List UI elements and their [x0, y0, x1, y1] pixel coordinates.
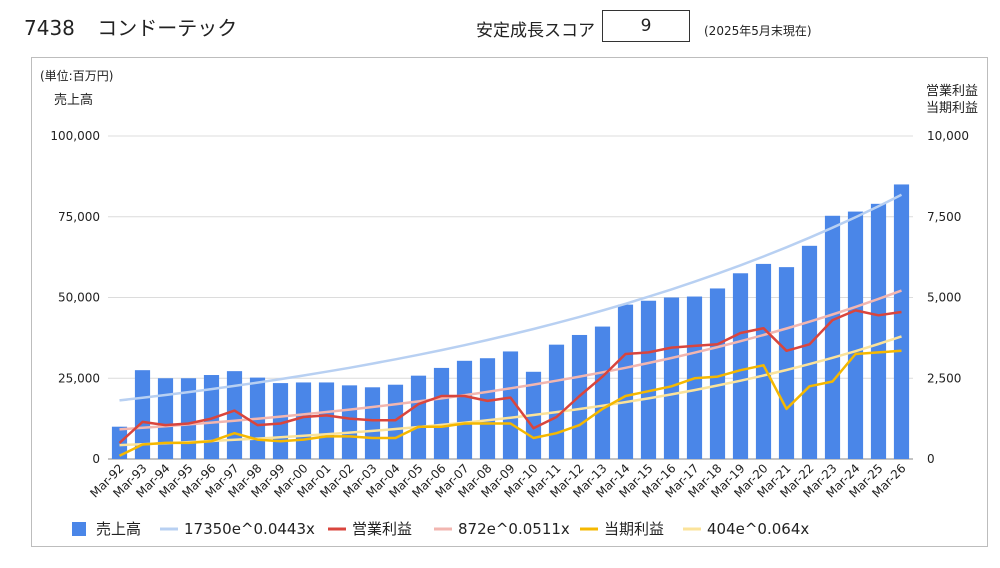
legend-swatch [72, 522, 86, 536]
bar [203, 375, 220, 459]
score-value: 9 [602, 10, 690, 42]
y-tick-left: 75,000 [58, 210, 100, 224]
bar [778, 267, 795, 459]
y-tick-left: 50,000 [58, 291, 100, 305]
bar [364, 387, 381, 459]
y-tick-right: 7,500 [927, 210, 961, 224]
bar [755, 263, 772, 459]
y-tick-right: 2,500 [927, 371, 961, 385]
bar [318, 382, 335, 459]
trendline [119, 193, 903, 402]
bar [640, 300, 657, 459]
bar [709, 288, 726, 459]
bar [410, 375, 427, 459]
bar [847, 211, 864, 459]
y-tick-right: 10,000 [927, 129, 969, 143]
legend-label: 営業利益 [352, 520, 412, 538]
bar [801, 245, 818, 459]
legend-label: 404e^0.064x [707, 520, 809, 538]
bar [180, 378, 197, 459]
y-tick-left: 100,000 [50, 129, 100, 143]
y-axis-right-title-operating: 営業利益 [926, 83, 978, 99]
series-line [118, 349, 902, 457]
y-tick-left: 25,000 [58, 371, 100, 385]
bar [893, 184, 910, 459]
y-tick-right: 5,000 [927, 291, 961, 305]
score-label: 安定成長スコア [476, 21, 595, 41]
unit-label: (単位:百万円) [40, 68, 113, 83]
company-name: コンドーテック [97, 16, 238, 40]
y-tick-left: 0 [92, 452, 100, 466]
score-date: (2025年5月末現在) [704, 24, 812, 38]
bar [387, 384, 404, 459]
bar [433, 367, 450, 459]
bar [824, 215, 841, 459]
chart-frame [31, 57, 988, 547]
y-axis-right-title-net: 当期利益 [926, 101, 978, 116]
bar [617, 304, 634, 459]
bar [456, 360, 473, 459]
bar [341, 385, 358, 459]
bar [295, 382, 312, 459]
series-line [118, 309, 902, 444]
bar [732, 273, 749, 459]
bar [157, 378, 174, 459]
trendline [119, 335, 902, 447]
bar [870, 203, 887, 459]
page-title: 7438 コンドーテック [24, 12, 237, 41]
legend-label: 当期利益 [604, 520, 664, 538]
legend-label: 872e^0.0511x [458, 520, 570, 538]
bar [134, 370, 151, 459]
bar [548, 344, 565, 459]
bar [663, 297, 680, 459]
bar [226, 371, 243, 459]
bar [479, 358, 496, 459]
legend-label: 売上高 [96, 520, 141, 538]
stock-code: 7438 [24, 16, 75, 40]
y-tick-right: 0 [927, 452, 935, 466]
y-axis-left-title: 売上高 [54, 92, 93, 108]
legend-label: 17350e^0.0443x [184, 520, 315, 538]
bar [594, 326, 611, 459]
bar [502, 351, 519, 459]
